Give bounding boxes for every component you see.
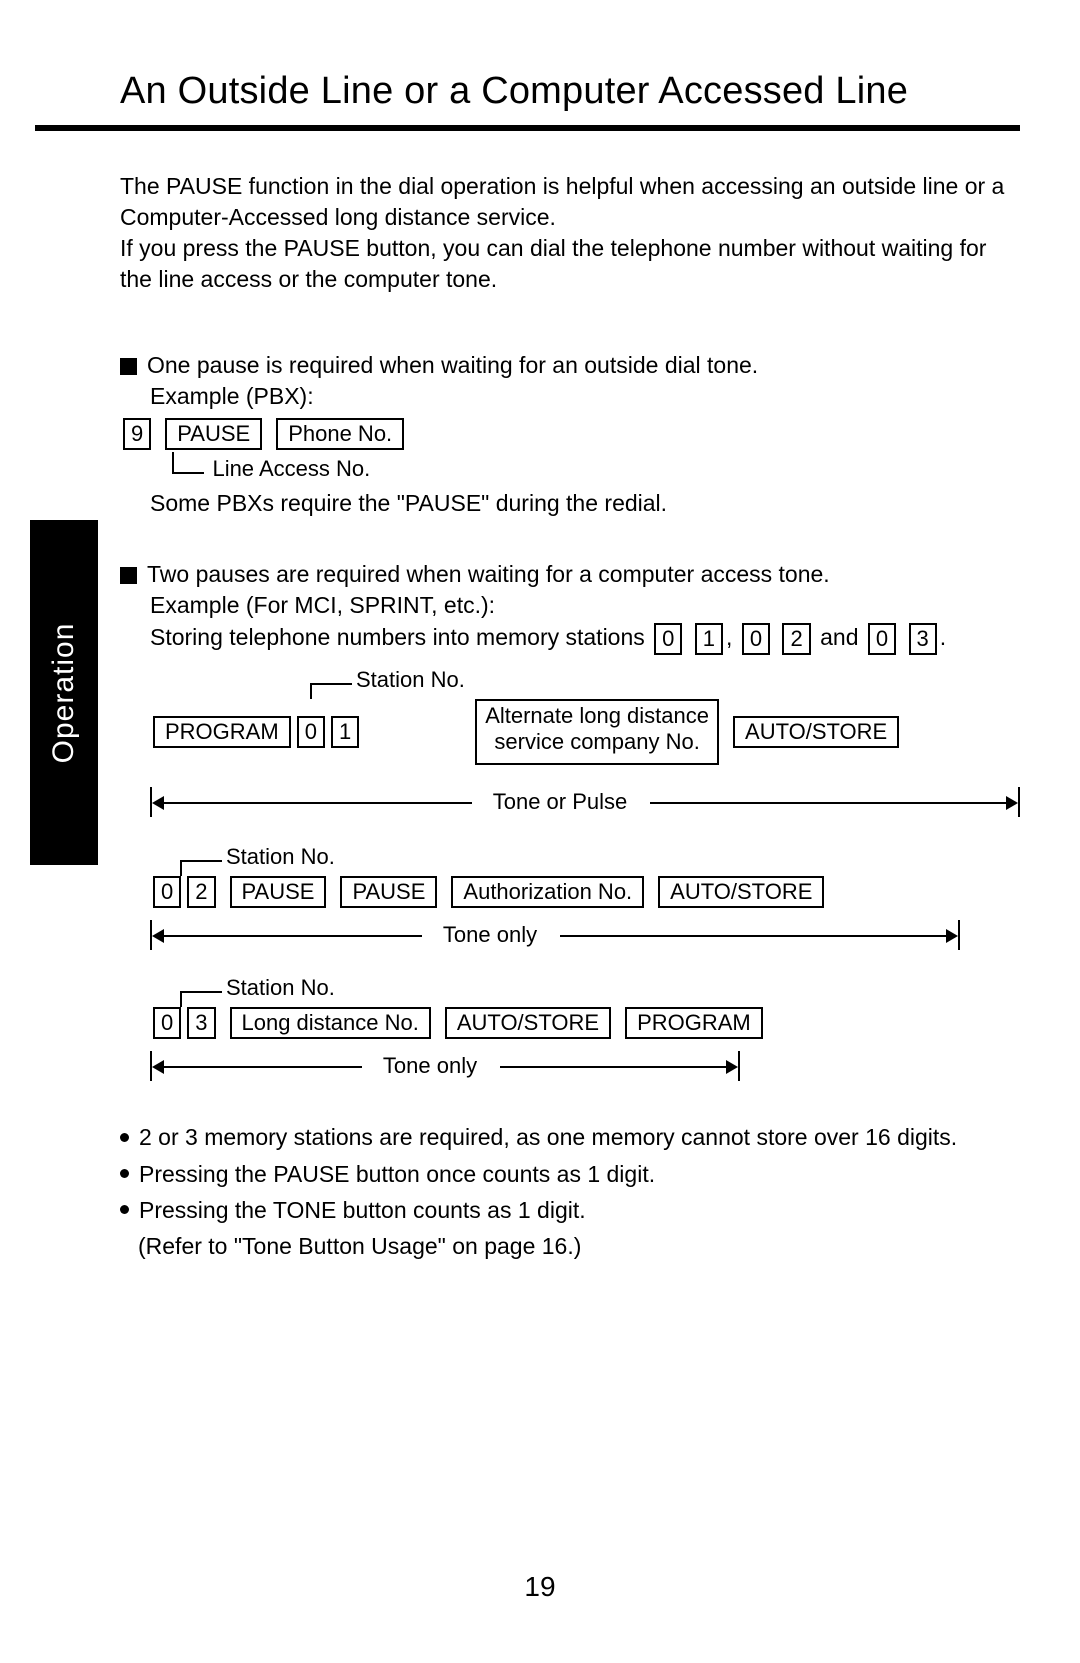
sequence-3: Station No. 0 3 Long distance No. AUTO/S…: [150, 975, 1020, 1081]
sequence-1: Station No. PROGRAM 0 1 Alternate long d…: [150, 667, 1020, 819]
square-bullet-icon: [120, 567, 137, 584]
key-authorization-no: Authorization No.: [451, 876, 644, 908]
key-0: 0: [153, 1007, 181, 1039]
section1-example-label: Example (PBX):: [150, 381, 1020, 412]
square-bullet-icon: [120, 358, 137, 375]
key-1: 1: [695, 623, 723, 655]
storing-prefix: Storing telephone numbers into memory st…: [150, 625, 645, 651]
key-program: PROGRAM: [153, 716, 291, 748]
page-title: An Outside Line or a Computer Accessed L…: [120, 70, 1020, 113]
station-no-label: Station No.: [310, 667, 1020, 693]
section2-text: Two pauses are required when waiting for…: [120, 559, 1020, 590]
key-autostore: AUTO/STORE: [733, 716, 899, 748]
section1-key-row: 9 PAUSE Phone No.: [120, 416, 1020, 452]
section2-storing-line: Storing telephone numbers into memory st…: [150, 621, 1020, 657]
key-2: 2: [782, 623, 810, 655]
key-3: 3: [909, 623, 937, 655]
comma: ,: [726, 625, 732, 651]
key-alt-long-distance: Alternate long distanceservice company N…: [475, 699, 719, 765]
sequence-2: Station No. 0 2 PAUSE PAUSE Authorizatio…: [150, 844, 1020, 950]
line-access-label: Line Access No.: [212, 456, 370, 481]
tone-only-label: Tone only: [430, 922, 550, 948]
tone-only-label: Tone only: [370, 1053, 490, 1079]
key-program: PROGRAM: [625, 1007, 763, 1039]
tone-or-pulse-label: Tone or Pulse: [480, 789, 640, 815]
key-2: 2: [187, 876, 215, 908]
period: .: [940, 625, 946, 651]
section1-text: One pause is required when waiting for a…: [120, 350, 1020, 381]
notes-list: 2 or 3 memory stations are required, as …: [120, 1121, 1020, 1262]
dot-bullet-icon: [120, 1205, 129, 1214]
note-item: 2 or 3 memory stations are required, as …: [120, 1121, 1020, 1153]
note-item: Pressing the TONE button counts as 1 dig…: [120, 1194, 1020, 1226]
key-phone-no: Phone No.: [276, 418, 404, 450]
station-no-label: Station No.: [180, 975, 1020, 1001]
side-tab-label: Operation: [47, 622, 81, 763]
station-no-label: Station No.: [180, 844, 1020, 870]
manual-page: Operation An Outside Line or a Computer …: [0, 0, 1080, 1663]
section1-note: Some PBXs require the "PAUSE" during the…: [150, 488, 1020, 519]
station-label-text: Station No.: [226, 844, 335, 869]
station-label-text: Station No.: [226, 975, 335, 1000]
key-autostore: AUTO/STORE: [445, 1007, 611, 1039]
key-0: 0: [742, 623, 770, 655]
key-pause: PAUSE: [340, 876, 437, 908]
key-0: 0: [297, 716, 325, 748]
key-0: 0: [654, 623, 682, 655]
section2-line: Two pauses are required when waiting for…: [147, 561, 830, 587]
key-0: 0: [153, 876, 181, 908]
key-9: 9: [123, 418, 151, 450]
section-one-pause: One pause is required when waiting for a…: [120, 350, 1020, 519]
seq2-row: 0 2 PAUSE PAUSE Authorization No. AUTO/S…: [150, 874, 1020, 910]
seq3-row: 0 3 Long distance No. AUTO/STORE PROGRAM: [150, 1005, 1020, 1041]
section-two-pauses: Two pauses are required when waiting for…: [120, 559, 1020, 1081]
key-autostore: AUTO/STORE: [658, 876, 824, 908]
line-access-annotation: Line Access No.: [150, 454, 1020, 482]
key-pause: PAUSE: [165, 418, 262, 450]
key-long-distance-no: Long distance No.: [230, 1007, 431, 1039]
key-1: 1: [331, 716, 359, 748]
and-word: and: [820, 625, 858, 651]
key-3: 3: [187, 1007, 215, 1039]
page-number: 19: [0, 1571, 1080, 1603]
side-tab-operation: Operation: [30, 520, 98, 865]
note-item-sub: (Refer to "Tone Button Usage" on page 16…: [120, 1230, 1020, 1262]
key-pause: PAUSE: [230, 876, 327, 908]
intro-paragraph: The PAUSE function in the dial operation…: [120, 171, 1020, 295]
key-0: 0: [868, 623, 896, 655]
section1-line: One pause is required when waiting for a…: [147, 352, 758, 378]
section2-example-label: Example (For MCI, SPRINT, etc.):: [150, 590, 1020, 621]
dot-bullet-icon: [120, 1169, 129, 1178]
title-underline: [35, 125, 1020, 131]
seq1-row: PROGRAM 0 1 Alternate long distanceservi…: [150, 697, 1020, 767]
note-item: Pressing the PAUSE button once counts as…: [120, 1158, 1020, 1190]
dot-bullet-icon: [120, 1133, 129, 1142]
station-label-text: Station No.: [356, 667, 465, 692]
